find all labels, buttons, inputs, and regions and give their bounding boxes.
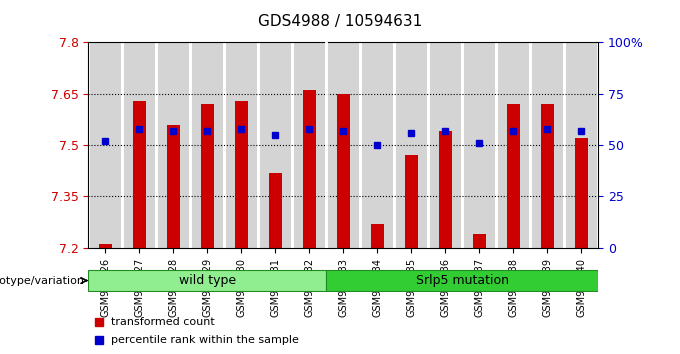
Text: GDS4988 / 10594631: GDS4988 / 10594631 (258, 14, 422, 29)
Bar (133, 101, 146, 248)
Bar (303, 90, 316, 248)
Bar (396, 42, 427, 248)
Bar (328, 42, 359, 248)
Bar (158, 42, 189, 248)
Bar (371, 224, 384, 248)
Bar (362, 42, 393, 248)
Text: Srlp5 mutation: Srlp5 mutation (416, 274, 509, 287)
Text: transformed count: transformed count (112, 317, 215, 327)
Bar (124, 42, 155, 248)
Text: percentile rank within the sample: percentile rank within the sample (112, 335, 299, 345)
Bar (575, 138, 588, 248)
Bar (473, 234, 486, 248)
Bar (269, 172, 282, 248)
Bar (337, 94, 350, 248)
Text: genotype/variation: genotype/variation (0, 275, 84, 286)
Bar (90, 42, 121, 248)
Bar (326, 270, 598, 291)
Bar (566, 42, 597, 248)
Bar (294, 42, 325, 248)
Bar (192, 42, 222, 248)
Bar (498, 42, 529, 248)
Bar (532, 42, 563, 248)
Bar (226, 42, 257, 248)
Bar (507, 104, 520, 248)
Text: wild type: wild type (179, 274, 236, 287)
Bar (99, 244, 112, 248)
Bar (260, 42, 291, 248)
Bar (167, 125, 180, 248)
Bar (439, 131, 452, 248)
Bar (405, 155, 418, 248)
Bar (235, 101, 248, 248)
Bar (541, 104, 554, 248)
Bar (88, 270, 326, 291)
Bar (430, 42, 461, 248)
Bar (201, 104, 214, 248)
Bar (464, 42, 495, 248)
